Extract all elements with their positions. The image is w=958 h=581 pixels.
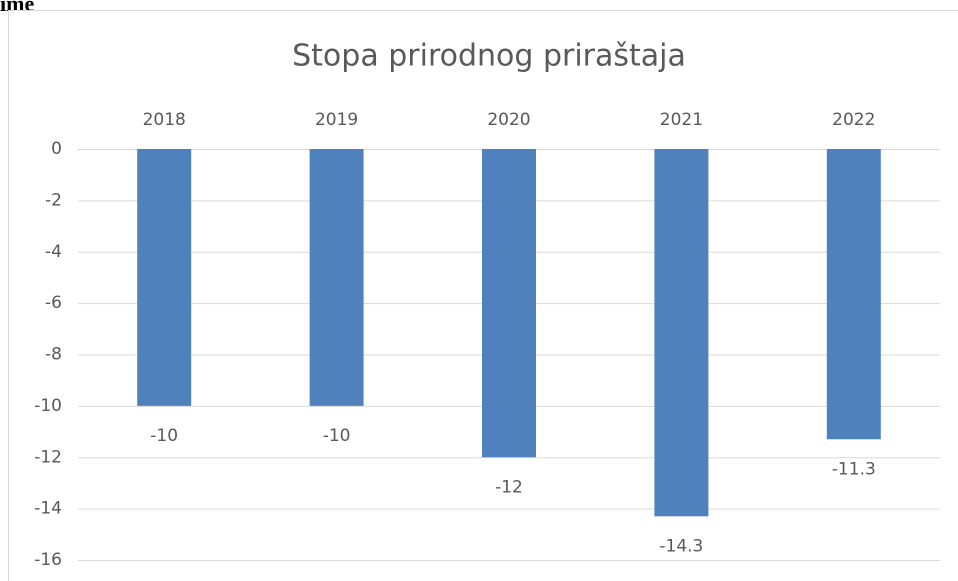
y-tick-label: -6 <box>45 293 62 313</box>
y-tick-label: -8 <box>45 345 62 365</box>
bar <box>482 149 536 458</box>
y-tick-label: -2 <box>45 190 62 210</box>
bar <box>654 149 709 517</box>
x-tick-label: 2022 <box>832 110 875 130</box>
y-tick-label: -14 <box>34 499 62 519</box>
y-tick-label: -12 <box>34 447 62 467</box>
x-tick-label: 2018 <box>143 110 186 130</box>
bar <box>309 149 364 406</box>
y-tick-label: -4 <box>45 242 62 262</box>
y-tick-label: -16 <box>34 550 62 570</box>
y-tick-label: 0 <box>51 139 62 159</box>
y-tick-label: -10 <box>34 396 62 416</box>
value-label: -12 <box>495 477 523 497</box>
value-label: -14.3 <box>659 536 703 556</box>
value-label: -10 <box>150 426 178 446</box>
bar <box>826 149 881 440</box>
chart-title: Stopa prirodnog priraštaja <box>292 39 686 74</box>
value-label: -10 <box>323 426 351 446</box>
bar <box>137 149 192 406</box>
value-label: -11.3 <box>832 459 876 479</box>
x-tick-label: 2020 <box>487 110 530 130</box>
x-tick-label: 2021 <box>660 110 703 130</box>
x-tick-label: 2019 <box>315 110 358 130</box>
